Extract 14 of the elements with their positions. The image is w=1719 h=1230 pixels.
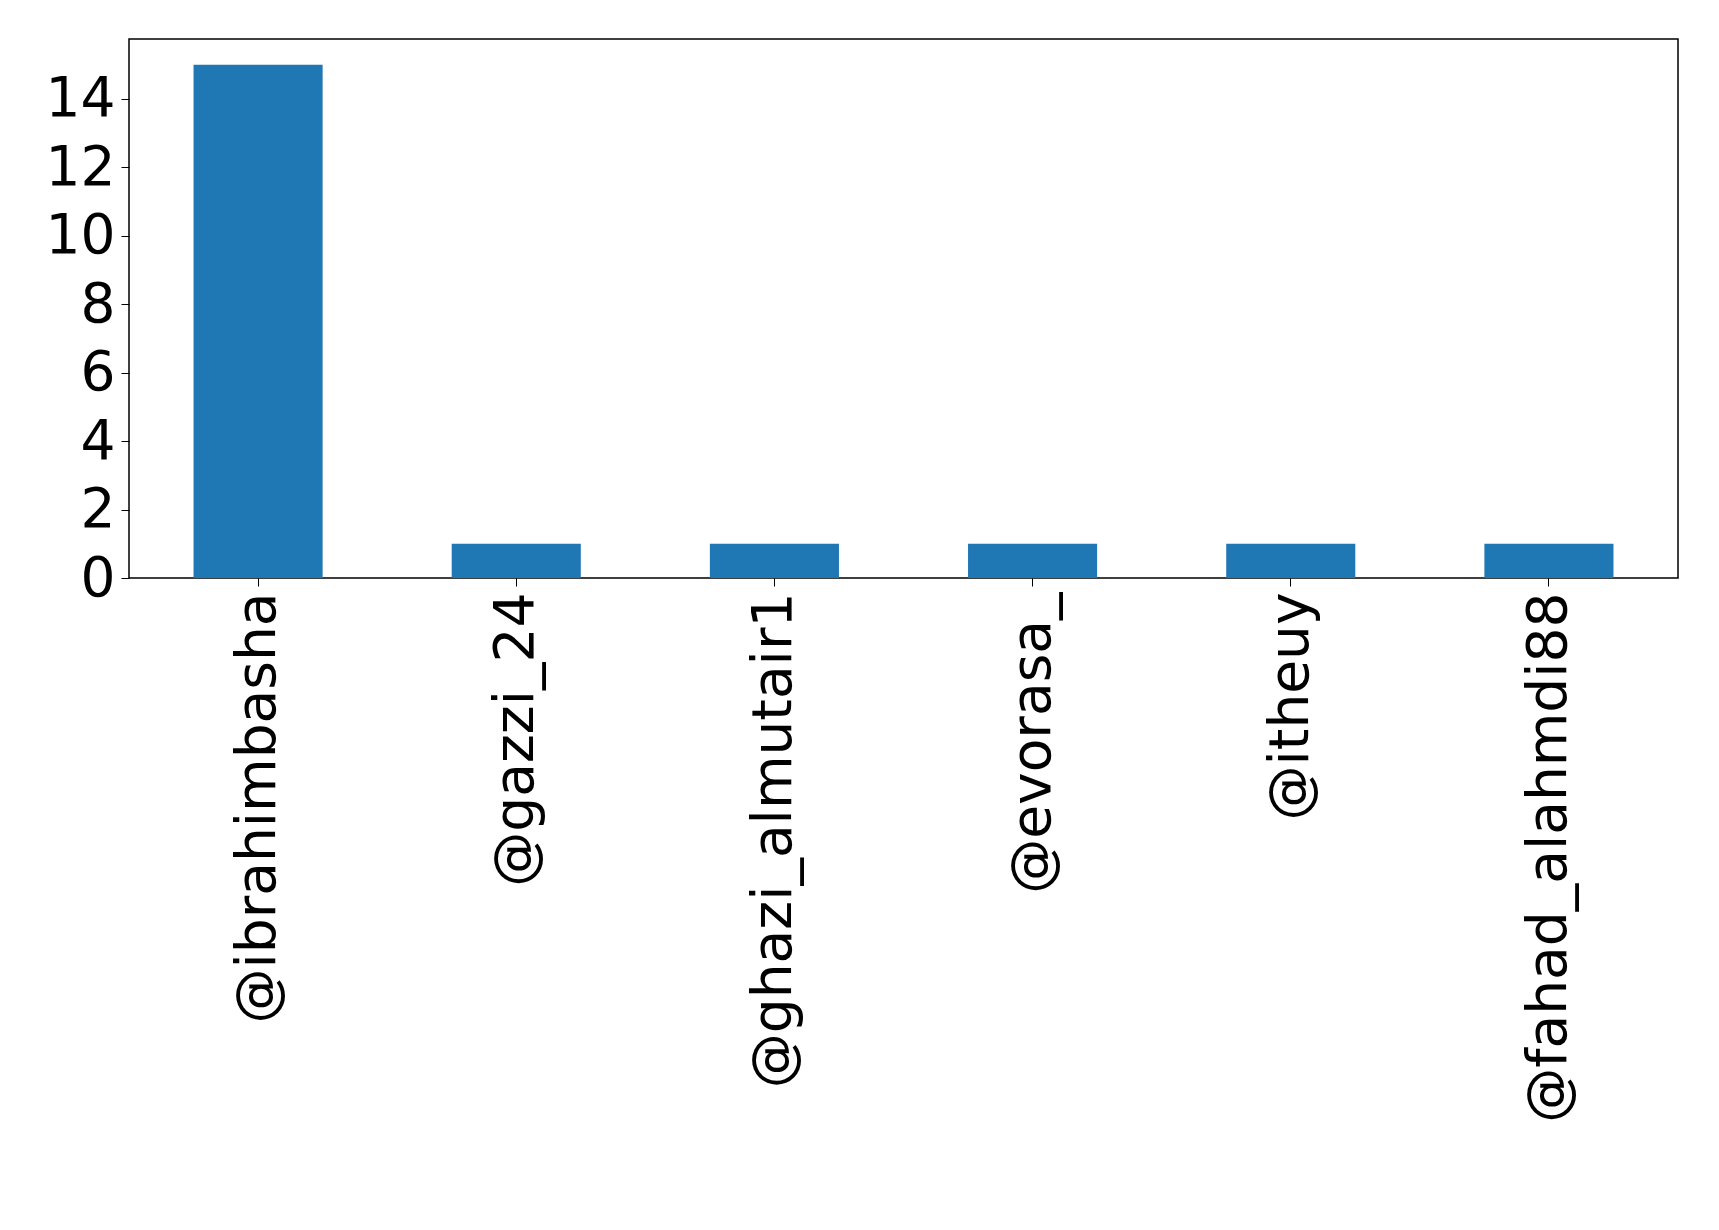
x-tick-label: @ghazi_almutair1 <box>740 592 805 1089</box>
y-tick-label: 8 <box>80 270 116 335</box>
x-tick-label: @gazzi_24 <box>482 592 547 887</box>
x-tick-label: @evorasa_ <box>998 591 1063 894</box>
y-tick-label: 12 <box>45 133 116 198</box>
y-tick-label: 6 <box>80 339 116 404</box>
y-tick-label: 10 <box>45 202 116 267</box>
y-tick-label: 0 <box>80 544 116 609</box>
x-tick-label: @ibrahimbasha <box>224 592 289 1024</box>
y-tick-label: 4 <box>80 407 116 472</box>
y-tick-label: 14 <box>45 65 116 130</box>
x-tick-label: @fahad_alahmdi88 <box>1514 592 1579 1123</box>
x-tick-label: @itheuy <box>1256 592 1321 821</box>
y-tick-label: 2 <box>80 476 116 541</box>
